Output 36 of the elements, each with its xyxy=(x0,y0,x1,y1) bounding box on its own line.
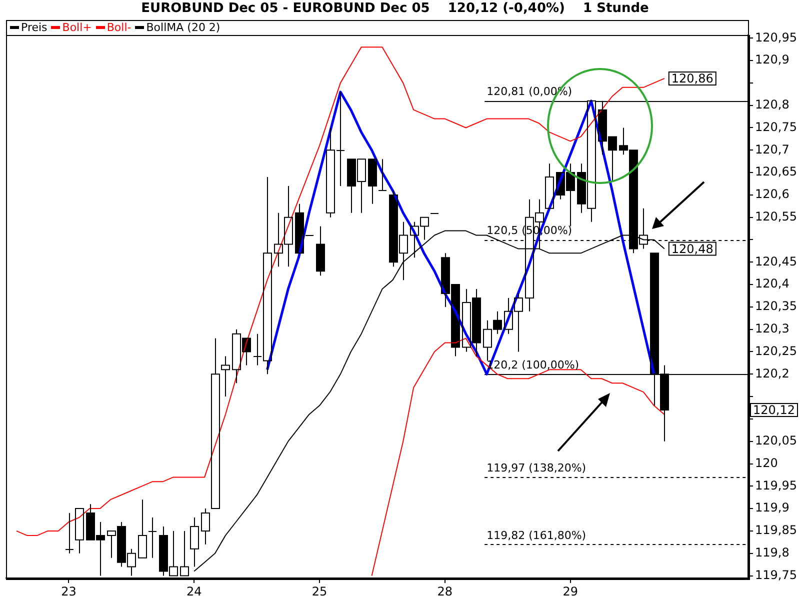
y-tick-label: 120,05 xyxy=(755,433,797,448)
y-tick-label: 119,75 xyxy=(755,568,797,582)
x-tick-label: 29 xyxy=(562,584,578,598)
y-tick-label: 119,9 xyxy=(755,500,790,515)
ref-line-label: 119,97 (138,20%) xyxy=(486,462,586,475)
x-tick-label: 23 xyxy=(61,584,76,598)
data-label: 120,86 xyxy=(671,72,714,86)
y-tick-label: 120,3 xyxy=(755,321,790,336)
y-tick-label: 120 xyxy=(755,456,778,470)
y-tick-label: 120,6 xyxy=(755,187,790,202)
text: 120,12 xyxy=(753,403,795,418)
ref-line-label: 119,82 (161,80%) xyxy=(486,528,586,542)
y-tick-label: 120,35 xyxy=(755,299,797,314)
chart-title: EUROBUND Dec 05 - EUROBUND Dec 05 120,12 (-0,40%) 1 Stunde xyxy=(140,1,650,16)
y-tick-label: 120,25 xyxy=(755,344,797,358)
y-tick-label: 120,55 xyxy=(755,209,797,224)
y-tick-label: 120,2 xyxy=(755,366,790,380)
x-tick-label: 28 xyxy=(437,584,453,598)
data-label: 120,48 xyxy=(671,242,714,256)
x-tick-label: 24 xyxy=(186,584,202,598)
x-tick-label: 25 xyxy=(312,584,328,598)
y-tick-label: 120,65 xyxy=(755,164,797,179)
legend-label: BollMA (20 2) xyxy=(145,21,220,34)
y-tick-label: 119,95 xyxy=(755,478,797,492)
y-tick-label: 120,45 xyxy=(755,254,797,268)
legend-label: Preis xyxy=(20,21,48,34)
y-tick-label: 120,8 xyxy=(755,97,790,112)
y-tick-label: 120,7 xyxy=(755,142,790,156)
y-tick-label: 120,95 xyxy=(755,30,797,44)
y-tick-label: 120,9 xyxy=(755,52,790,67)
y-tick-label: 119,8 xyxy=(755,545,790,560)
legend-label: Boll+ xyxy=(61,21,92,34)
y-tick-label: 120,4 xyxy=(755,276,790,291)
y-tick-label: 120,75 xyxy=(755,120,797,134)
legend-label: Boll- xyxy=(106,21,132,34)
y-tick-label: 119,85 xyxy=(755,523,797,538)
